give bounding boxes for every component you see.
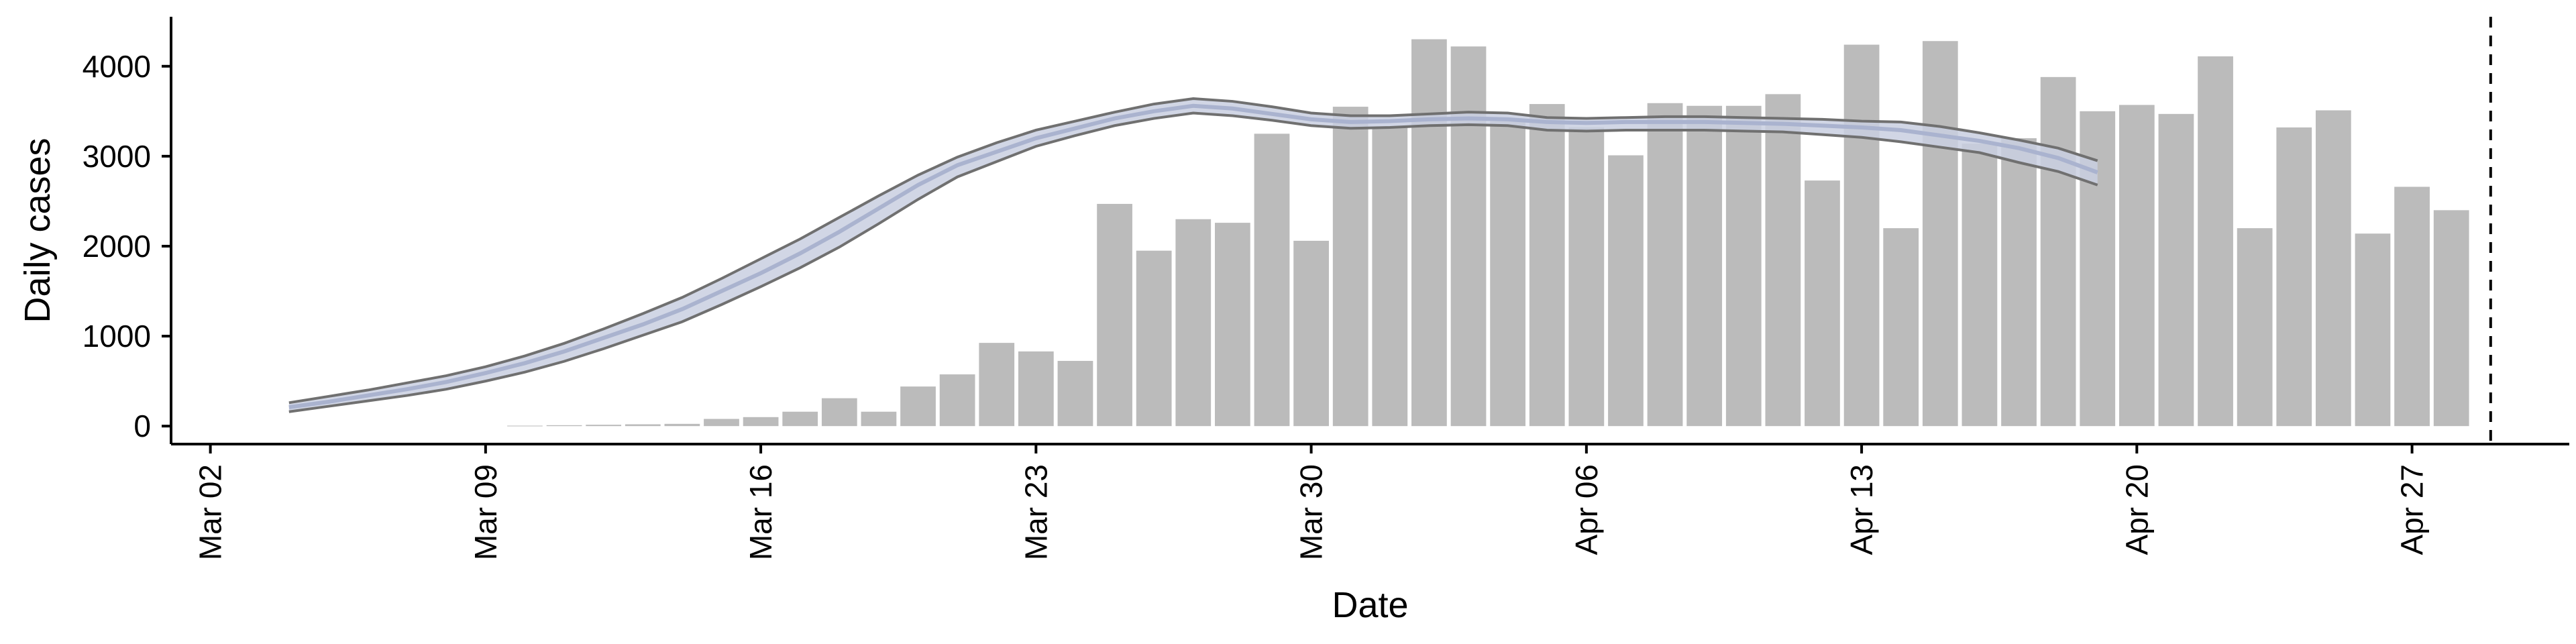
daily-case-bar <box>2001 138 2037 427</box>
daily-case-bar <box>782 411 818 427</box>
y-axis-title: Daily cases <box>17 138 58 323</box>
x-axis-title: Date <box>1332 585 1408 625</box>
daily-case-bar <box>586 425 622 427</box>
daily-case-bar <box>1568 127 1605 427</box>
daily-case-bar <box>1529 104 1565 427</box>
daily-case-bar <box>2394 186 2430 427</box>
x-tick-label: Apr 27 <box>2395 464 2430 555</box>
daily-case-bar <box>1057 360 1093 427</box>
daily-case-bar <box>861 411 897 427</box>
daily-case-bar <box>1805 180 1840 427</box>
x-tick-label: Mar 30 <box>1294 464 1329 560</box>
nowcast-upper-line <box>288 97 2098 405</box>
nowcast-median-line <box>288 103 2098 409</box>
daily-case-bar <box>1254 133 1290 427</box>
y-tick-label: 2000 <box>83 229 151 264</box>
daily-case-bar <box>1883 228 1919 427</box>
daily-case-bar <box>1647 103 1683 427</box>
daily-case-bar <box>1765 94 1801 427</box>
daily-case-bar <box>2198 56 2233 427</box>
daily-case-bar <box>743 417 779 427</box>
daily-case-bar <box>1332 107 1368 427</box>
daily-case-bar <box>507 425 543 427</box>
daily-case-bar <box>1490 121 1525 427</box>
y-tick-label: 1000 <box>83 319 151 354</box>
daily-case-bar <box>2040 76 2076 427</box>
nowcast-lower-line <box>288 111 2098 413</box>
daily-case-bar <box>1097 203 1132 427</box>
daily-case-bar <box>821 398 857 427</box>
y-tick-label: 4000 <box>83 49 151 84</box>
x-tick-label: Mar 23 <box>1018 464 1053 560</box>
x-tick-label: Mar 02 <box>193 464 228 560</box>
x-tick-group: Mar 02 Mar 09 Mar 16 Mar 23 Mar 30 Apr 06 Apr … <box>193 444 2430 560</box>
daily-case-bar <box>1372 127 1408 427</box>
nowcast-band <box>288 99 2098 412</box>
x-tick-label: Apr 20 <box>2119 464 2154 555</box>
x-tick-label: Mar 16 <box>743 464 778 560</box>
daily-case-bar <box>900 386 936 427</box>
daily-case-bar <box>2158 113 2194 427</box>
daily-case-bar <box>1411 39 1447 427</box>
daily-case-bar <box>1922 41 1958 427</box>
daily-case-bar <box>2237 228 2273 427</box>
daily-case-bar <box>2315 110 2351 427</box>
daily-case-bar <box>1962 144 1998 427</box>
bar-group <box>507 39 2469 427</box>
x-tick-label: Apr 06 <box>1569 464 1604 555</box>
daily-case-bar <box>1450 46 1487 427</box>
daily-case-bar <box>664 423 700 427</box>
daily-case-bar <box>2276 127 2312 427</box>
y-tick-label: 3000 <box>83 139 151 174</box>
y-tick-group: 0 1000 2000 3000 4000 <box>83 49 171 443</box>
daily-case-bar <box>1686 105 1723 427</box>
daily-case-bar <box>1293 240 1329 427</box>
y-tick-label: 0 <box>133 409 151 443</box>
daily-case-bar <box>979 343 1015 427</box>
daily-case-bar <box>546 425 582 427</box>
x-tick-label: Apr 13 <box>1844 464 1879 555</box>
daily-case-bar <box>704 419 739 427</box>
daily-case-bar <box>2433 210 2469 427</box>
daily-case-bar <box>2355 233 2391 427</box>
daily-case-bar <box>1136 250 1172 427</box>
daily-case-bar <box>1018 351 1054 427</box>
daily-case-bar <box>625 424 661 427</box>
daily-case-bar <box>1175 219 1212 427</box>
daily-case-bar <box>1608 155 1644 427</box>
daily-case-bar <box>2118 105 2155 427</box>
daily-case-bar <box>939 374 975 427</box>
daily-case-bar <box>1725 105 1762 427</box>
nowcast-band-group <box>288 97 2098 413</box>
daily-case-bar <box>1215 223 1250 427</box>
x-tick-label: Mar 09 <box>468 464 503 560</box>
daily-case-bar <box>1843 44 1880 427</box>
